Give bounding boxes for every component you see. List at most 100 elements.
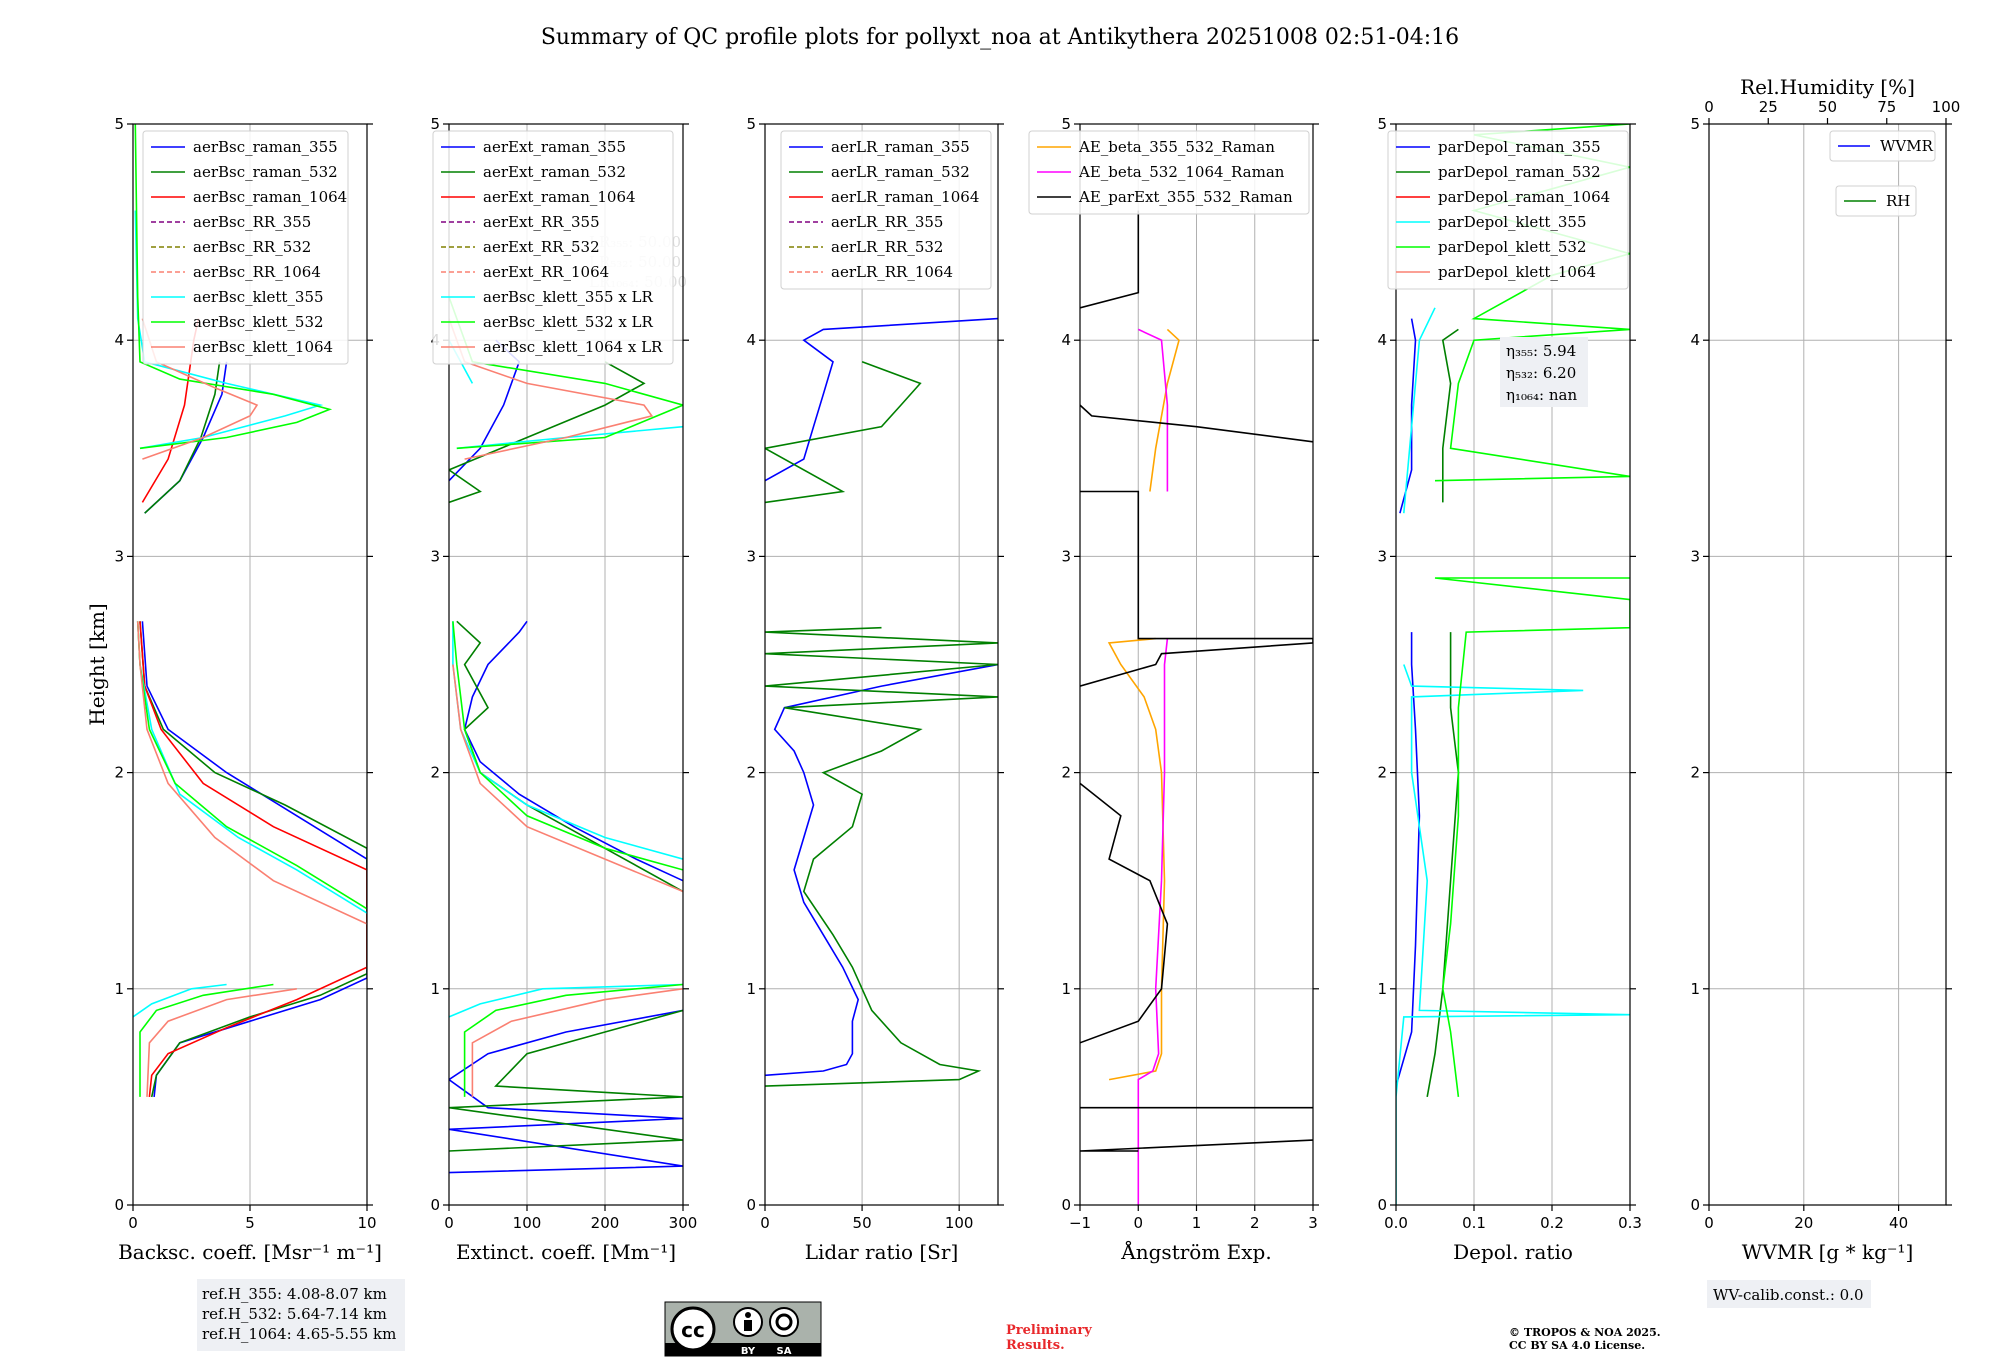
cc-text: cc [681,1318,705,1342]
x-tick-label: 300 [669,1214,698,1232]
x-tick-label: 0.0 [1384,1214,1408,1232]
legend-label: aerBsc_klett_532 x LR [483,313,654,331]
y-tick-label: 5 [1690,115,1700,133]
axes-frame [1395,123,1631,1206]
cc-by-text: BY [741,1346,756,1357]
legend-label: aerBsc_RR_1064 [193,263,321,281]
x-tick-label: −1 [1069,1214,1091,1232]
x-tick-label: 100 [945,1214,974,1232]
legend-label: parDepol_klett_355 [1438,213,1587,231]
y-tick-label: 5 [746,115,756,133]
y-tick-label: 3 [1377,547,1387,565]
legend-label: aerBsc_raman_355 [193,138,338,156]
panel-backscatter: 0 1 2 3 4 5 0 5 10 Backsc. coeff. [Msr⁻¹ m⁻¹] Heig… [85,115,382,1264]
cc-sa-text: SA [777,1346,792,1357]
preliminary-line-2: Results. [1006,1338,1065,1353]
x-axis-label: Lidar ratio [Sr] [805,1240,959,1264]
eta-value: η₁₀₆₄: nan [1506,386,1577,404]
legend-label: parDepol_raman_355 [1438,138,1601,156]
y-tick-label: 0 [430,1196,440,1214]
legend-label: aerExt_RR_355 [483,213,600,231]
legend-label: AE_beta_532_1064_Raman [1078,163,1285,181]
series-line-parDepol_raman_532 [1426,328,1460,1098]
y-tick-label: 0 [746,1196,756,1214]
y-tick-label: 2 [746,764,756,782]
legend-label: aerLR_RR_1064 [831,263,953,281]
x-tick-label: 0.1 [1462,1214,1486,1232]
figure-title: Summary of QC profile plots for pollyxt_… [541,25,1459,50]
panel-extinction: LR₃₅₅: 50.00LR₅₃₂: 50.00LR₁₀₆₄: 50.00012… [430,115,697,1264]
y-tick-label: 5 [1061,115,1071,133]
series-group [1396,124,1630,1205]
legend-label: aerLR_raman_1064 [831,188,979,206]
ref-height-532: ref.H_532: 5.64-7.14 km [202,1305,387,1323]
cc-license-badge: cc BY SA [664,1301,822,1357]
y-tick-label: 2 [1377,764,1387,782]
series-line-parDepol_raman_355 [1396,318,1421,1087]
legend: aerBsc_raman_355 aerBsc_raman_532 aerBsc_r… [142,130,349,365]
y-tick-label: 3 [430,547,440,565]
series-line-aerLR_raman_532 [765,361,998,1087]
y-tick-label: 5 [1377,115,1387,133]
legend-box [1028,130,1310,215]
y-axis-label: Height [km] [85,603,109,725]
y-tick-label: 2 [1061,764,1071,782]
legend-label: parDepol_raman_532 [1438,163,1601,181]
y-tick-label: 0 [1061,1196,1071,1214]
legend-label: aerBsc_RR_532 [193,238,311,256]
legend-label: aerExt_raman_355 [483,138,626,156]
series-line-aerLR_raman_355 [765,317,998,1077]
y-tick-label: 4 [1377,331,1387,349]
x-tick-label: 0 [1133,1214,1143,1232]
x-axis-label: WVMR [g * kg⁻¹] [1742,1240,1914,1264]
series-line-AE_beta_532_1064_Raman [1137,328,1169,1205]
eta-value: η₅₃₂: 6.20 [1506,364,1576,382]
legend-box [432,130,674,365]
y-tick-label: 4 [114,331,124,349]
ref-height-1064: ref.H_1064: 4.65-5.55 km [202,1325,396,1343]
x-tick-label: 0.3 [1618,1214,1642,1232]
x-tick-label: 200 [591,1214,620,1232]
y-tick-label: 1 [1377,980,1387,998]
legend-label: AE_beta_355_532_Raman [1078,138,1275,156]
x-tick-label: 40 [1889,1214,1908,1232]
legend-box [1387,130,1629,290]
legend-label: aerLR_raman_355 [831,138,970,156]
top-x-tick-label: 25 [1759,98,1778,116]
y-tick-label: 3 [1061,547,1071,565]
y-tick-label: 2 [114,764,124,782]
legend-box [142,130,349,365]
series-group [449,296,683,1174]
panel-depolarization: 0 1 2 3 4 5 0.0 0.1 0.2 0.3 Depol. ratio parDepol_r… [1377,115,1641,1264]
x-tick-label: 20 [1794,1214,1813,1232]
legend-label: aerBsc_raman_1064 [193,188,347,206]
legend-label: aerBsc_klett_1064 x LR [483,338,663,356]
legend-label: aerBsc_raman_532 [193,163,338,181]
series-line-parDepol_klett_355 [1396,307,1630,1205]
x-axis-label: Backsc. coeff. [Msr⁻¹ m⁻¹] [118,1240,382,1264]
series-line-AE_beta_355_532_Raman [1107,328,1180,1081]
legend-label: aerBsc_klett_355 [193,288,324,306]
legend-label: WVMR [1880,137,1934,155]
y-tick-label: 4 [746,331,756,349]
copyright-line-2: CC BY SA 4.0 License. [1509,1339,1645,1352]
legend-label: parDepol_raman_1064 [1438,188,1610,206]
legend-label: parDepol_klett_532 [1438,238,1587,256]
axes-frame [1708,123,1947,1206]
wv-calib-box: WV-calib.const.: 0.0 [1707,1280,1871,1308]
y-tick-label: 0 [1377,1196,1387,1214]
legend-label: aerBsc_klett_355 x LR [483,288,654,306]
y-tick-label: 3 [746,547,756,565]
series-line-aerBsc_klett_1064 x LR [449,318,683,1097]
legend-label: aerExt_raman_1064 [483,188,636,206]
legend: AE_beta_355_532_Raman AE_beta_532_1064_Ra… [1028,130,1310,215]
eta-value: η₃₅₅: 5.94 [1506,342,1576,360]
x-tick-label: 50 [853,1214,872,1232]
preliminary-line-1: Preliminary [1006,1323,1092,1338]
top-x-tick-label: 0 [1704,98,1714,116]
x-tick-label: 100 [513,1214,542,1232]
y-tick-label: 2 [1690,764,1700,782]
series-line-aerBsc_raman_532 [139,361,367,1098]
